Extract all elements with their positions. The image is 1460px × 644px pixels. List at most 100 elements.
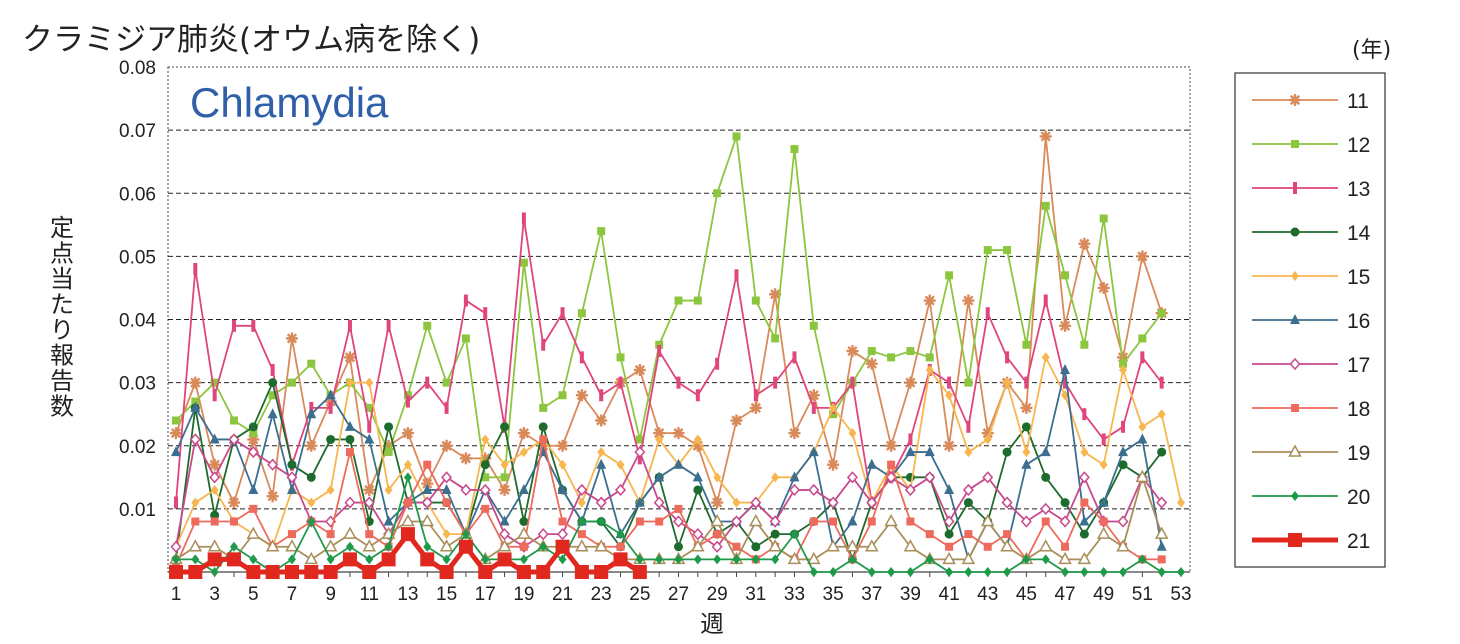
x-tick-label: 1	[171, 584, 182, 605]
data-point	[403, 391, 412, 400]
data-point	[441, 471, 453, 484]
data-point	[769, 288, 782, 301]
legend-label: 14	[1347, 222, 1371, 245]
legend-label: 15	[1347, 266, 1370, 289]
data-point	[1078, 237, 1091, 250]
data-point	[1121, 420, 1126, 433]
data-point	[771, 334, 780, 343]
data-point	[655, 434, 664, 445]
data-point	[1022, 554, 1031, 565]
data-point	[657, 345, 662, 358]
data-point	[829, 402, 838, 413]
data-point	[497, 552, 512, 567]
data-point	[305, 439, 318, 452]
data-point	[672, 427, 685, 440]
data-point	[710, 513, 724, 527]
data-point	[210, 517, 219, 526]
data-point	[983, 567, 992, 577]
data-point	[924, 446, 935, 457]
y-tick-label: 0.06	[119, 184, 156, 205]
data-point	[827, 496, 839, 509]
data-point	[692, 528, 704, 541]
legend-label: 12	[1347, 134, 1370, 157]
data-point	[384, 541, 393, 552]
data-point	[1140, 351, 1145, 364]
data-point	[521, 212, 526, 225]
y-tick-label: 0.05	[119, 247, 156, 268]
data-point	[249, 429, 258, 438]
data-point	[711, 496, 724, 509]
series-line-17	[175, 438, 1163, 548]
data-point	[1040, 502, 1052, 515]
data-point	[267, 408, 278, 419]
data-point	[444, 401, 449, 414]
data-point	[749, 401, 762, 414]
data-point	[945, 390, 954, 401]
data-point	[1154, 526, 1169, 539]
data-point	[500, 459, 509, 470]
data-point	[1021, 422, 1031, 432]
data-point	[306, 472, 316, 482]
data-point	[284, 565, 299, 579]
data-point	[1000, 539, 1014, 552]
data-point	[1080, 567, 1089, 577]
legend: 11 12 13 14 15 16 17 18 19 20 21	[1234, 72, 1386, 568]
legend-marker	[1291, 140, 1299, 148]
data-point	[944, 529, 954, 539]
legend-marker	[1289, 357, 1301, 371]
data-point	[848, 428, 857, 439]
data-point	[787, 551, 802, 565]
data-point	[439, 539, 454, 552]
data-point	[809, 321, 818, 330]
data-point	[347, 319, 352, 332]
data-point	[594, 539, 608, 552]
data-point	[730, 515, 742, 528]
data-point	[771, 472, 780, 483]
data-point	[1061, 542, 1070, 551]
data-point	[1060, 364, 1071, 374]
data-point	[287, 530, 296, 539]
data-point	[307, 497, 316, 508]
data-point	[307, 516, 316, 527]
data-point	[618, 376, 623, 389]
data-point	[304, 565, 319, 579]
legend-item-21: 21	[1252, 530, 1370, 553]
data-point	[209, 471, 221, 484]
data-point	[866, 458, 877, 469]
data-point	[942, 551, 956, 565]
data-point	[906, 347, 915, 356]
data-point	[519, 447, 528, 458]
data-point	[599, 389, 604, 402]
data-point	[365, 530, 374, 539]
data-point	[231, 319, 236, 332]
data-point	[536, 565, 551, 579]
x-tick-label: 49	[1093, 584, 1114, 605]
data-point	[1040, 446, 1051, 457]
data-point	[325, 389, 336, 400]
data-point	[1078, 471, 1090, 484]
x-tick-label: 45	[1016, 584, 1037, 605]
data-point	[285, 539, 299, 552]
data-point	[342, 552, 357, 567]
data-point	[732, 542, 741, 551]
data-point	[983, 246, 992, 255]
data-point	[401, 427, 414, 440]
legend-label: 11	[1347, 90, 1369, 113]
data-point	[1135, 469, 1150, 483]
series-line-12	[175, 135, 1163, 479]
data-point	[983, 542, 992, 551]
y-tick-label: 0.02	[119, 437, 156, 458]
data-point	[267, 458, 279, 471]
legend-label: 13	[1347, 178, 1370, 201]
data-point	[1138, 334, 1147, 343]
legend-marker	[1291, 271, 1299, 281]
legend-marker	[1288, 444, 1302, 457]
data-point	[732, 497, 741, 508]
data-point	[597, 516, 606, 527]
data-point	[655, 554, 664, 565]
data-point	[1118, 446, 1129, 457]
data-point	[634, 496, 645, 507]
data-point	[1159, 376, 1164, 389]
data-point	[367, 420, 372, 433]
data-point	[405, 395, 410, 408]
